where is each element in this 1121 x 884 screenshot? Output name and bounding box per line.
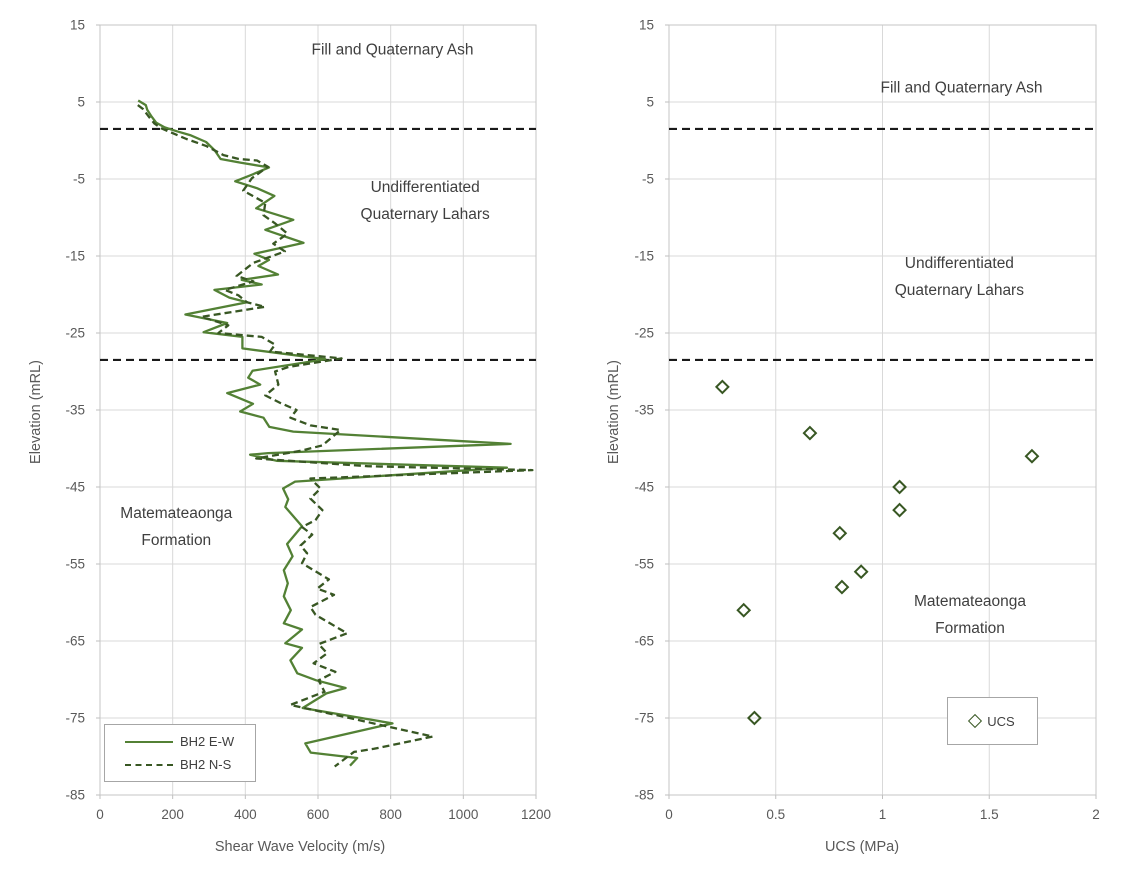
annotation-line: Quaternary Lahars bbox=[894, 281, 1024, 299]
legend-entry-bh2-ns: BH2 N-S bbox=[125, 757, 255, 772]
legend-label: BH2 N-S bbox=[180, 757, 232, 772]
ucs-marker bbox=[892, 502, 907, 518]
legend-entry-bh2-ew: BH2 E-W bbox=[125, 734, 255, 749]
y-tick-label: -5 bbox=[73, 172, 85, 187]
ucs-marker bbox=[853, 564, 869, 580]
y-tick-label: 15 bbox=[70, 18, 85, 33]
annotation-line: Undifferentiated bbox=[370, 178, 480, 196]
series-bh2-n-s bbox=[137, 104, 534, 768]
y-tick-label: 15 bbox=[639, 18, 654, 33]
y-tick-label: -35 bbox=[65, 403, 85, 418]
legend-ucs-chart: UCS bbox=[947, 697, 1038, 745]
y-tick-label: -15 bbox=[65, 249, 85, 264]
annotation-fill-ash-right: Fill and Quaternary Ash bbox=[880, 75, 1042, 102]
ucs-marker bbox=[802, 425, 818, 441]
ucs-marker bbox=[736, 602, 752, 618]
legend-label: BH2 E-W bbox=[180, 734, 235, 749]
y-tick-label: 5 bbox=[646, 95, 654, 110]
annotation-line: Formation bbox=[935, 619, 1005, 637]
y-tick-label: 5 bbox=[77, 95, 85, 110]
annotation-line: Quaternary Lahars bbox=[360, 205, 490, 223]
x-tick-label: 0 bbox=[665, 807, 673, 822]
annotation-line: Fill and Quaternary Ash bbox=[311, 41, 474, 59]
x-tick-label: 0 bbox=[96, 807, 104, 822]
ucs-marker bbox=[1024, 448, 1040, 464]
x-tick-label: 800 bbox=[379, 807, 402, 822]
ucs-marker bbox=[746, 710, 762, 726]
legend-vs-chart: BH2 E-W BH2 N-S bbox=[104, 724, 256, 782]
annotation-line: Formation bbox=[141, 532, 212, 550]
y-tick-label: -55 bbox=[65, 557, 85, 572]
y-axis-title-left: Elevation (mRL) bbox=[28, 360, 44, 464]
x-axis-title-right: UCS (MPa) bbox=[824, 839, 900, 855]
y-tick-label: -85 bbox=[65, 788, 85, 803]
annotation-line: Fill and Quaternary Ash bbox=[880, 79, 1043, 97]
x-tick-label: 400 bbox=[234, 807, 257, 822]
annotation-lahars-right: Undifferentiated Quaternary Lahars bbox=[895, 250, 1024, 304]
annotation-fill-ash-left: Fill and Quaternary Ash bbox=[311, 37, 473, 64]
y-tick-label: -75 bbox=[634, 711, 654, 726]
ucs-marker bbox=[832, 525, 848, 541]
y-tick-label: -5 bbox=[642, 172, 654, 187]
series-ucs bbox=[714, 379, 1040, 726]
x-tick-label: 1200 bbox=[521, 807, 551, 822]
x-tick-label: 600 bbox=[307, 807, 330, 822]
y-tick-label: -75 bbox=[65, 711, 85, 726]
legend-label: UCS bbox=[987, 713, 1015, 729]
ucs-marker bbox=[892, 479, 907, 495]
y-tick-label: -65 bbox=[65, 634, 85, 649]
annotation-line: Matemateaonga bbox=[120, 505, 233, 523]
x-axis-title-left: Shear Wave Velocity (m/s) bbox=[214, 839, 386, 855]
y-tick-label: -15 bbox=[634, 249, 654, 264]
ucs-marker bbox=[834, 579, 850, 595]
annotation-lahars-left: Undifferentiated Quaternary Lahars bbox=[361, 174, 490, 228]
y-axis-title-right: Elevation (mRL) bbox=[606, 360, 622, 464]
x-tick-label: 2 bbox=[1092, 807, 1100, 822]
solid-line-swatch bbox=[125, 740, 173, 743]
y-tick-label: -85 bbox=[634, 788, 654, 803]
x-tick-label: 200 bbox=[161, 807, 184, 822]
x-tick-label: 1 bbox=[879, 807, 887, 822]
diamond-marker-swatch bbox=[968, 713, 983, 729]
x-tick-label: 0.5 bbox=[766, 807, 785, 822]
vs-depth-chart: 0 200 400 600 800 1000 1200 15 5 -5 -15 -25 -35 -45 -5… bbox=[65, 18, 551, 823]
ucs-marker bbox=[714, 379, 730, 395]
annotation-matemateaonga-left: Matemateaonga Formation bbox=[120, 500, 232, 554]
y-tick-label: -25 bbox=[65, 326, 85, 341]
annotation-line: Matemateaonga bbox=[914, 592, 1027, 610]
x-tick-label: 1000 bbox=[448, 807, 478, 822]
annotation-line: Undifferentiated bbox=[904, 254, 1014, 272]
y-tick-label: -45 bbox=[65, 480, 85, 495]
y-tick-label: -25 bbox=[634, 326, 654, 341]
y-tick-label: -65 bbox=[634, 634, 654, 649]
y-tick-label: -35 bbox=[634, 403, 654, 418]
x-tick-label: 1.5 bbox=[980, 807, 999, 822]
dashed-line-swatch bbox=[125, 763, 173, 766]
y-tick-label: -45 bbox=[634, 480, 654, 495]
y-tick-label: -55 bbox=[634, 557, 654, 572]
annotation-matemateaonga-right: Matemateaonga Formation bbox=[914, 588, 1026, 642]
